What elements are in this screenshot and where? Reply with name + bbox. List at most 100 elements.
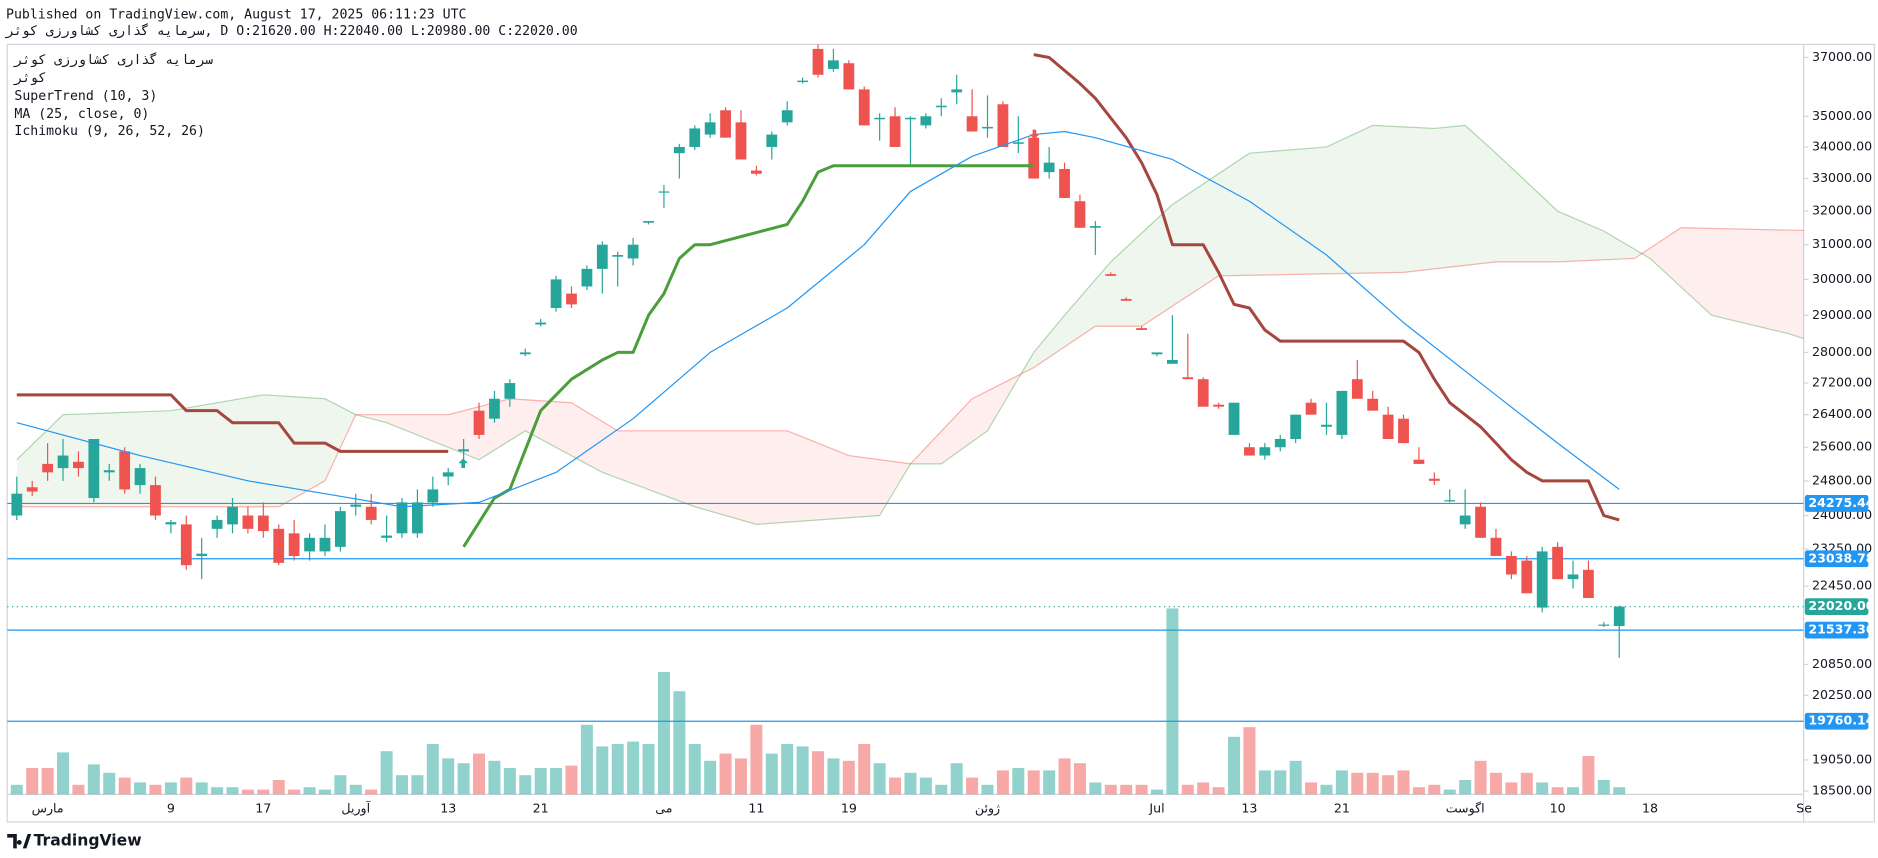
cloud-fill: [964, 398, 973, 448]
candle-body: [843, 63, 855, 90]
cloud-fill: [1634, 249, 1643, 259]
cloud-fill: [1534, 189, 1543, 262]
cloud-fill: [286, 396, 295, 503]
y-tick-label: 22450.00: [1812, 578, 1872, 593]
y-tick-label: 37000.00: [1812, 49, 1872, 64]
cloud-fill: [1511, 167, 1520, 262]
cloud-fill: [386, 414, 395, 426]
candle-body: [412, 502, 423, 534]
x-tick-label: 10: [1550, 800, 1566, 815]
candle-body: [119, 451, 131, 490]
x-tick-label: می: [655, 800, 672, 815]
candle-body: [1259, 447, 1271, 456]
cloud-fill: [70, 414, 79, 507]
cloud-fill: [725, 430, 734, 518]
candle-body: [704, 122, 716, 135]
candle-body: [365, 506, 377, 520]
cloud-fill: [1326, 143, 1335, 274]
volume-bar: [981, 784, 994, 795]
volume-bar: [565, 765, 578, 795]
cloud-fill: [1472, 132, 1481, 265]
volume-bar: [226, 787, 239, 795]
cloud-fill: [1673, 227, 1681, 287]
volume-bar: [1058, 758, 1071, 795]
cloud-fill: [933, 430, 942, 464]
cloud-fill: [1750, 229, 1758, 327]
cloud-fill: [1418, 127, 1427, 271]
volume-bar: [812, 751, 825, 795]
y-tick-label: 20850.00: [1812, 656, 1872, 671]
volume-bar: [611, 744, 624, 795]
volume-bar: [149, 784, 162, 795]
candle-body: [57, 455, 69, 469]
candle-body: [165, 522, 177, 525]
cloud-fill: [1395, 126, 1404, 273]
x-tick-label: آوریل: [341, 800, 370, 816]
cloud-fill: [794, 433, 803, 522]
cloud-fill: [394, 414, 402, 429]
volume-bar: [1520, 772, 1533, 795]
level-label-bg: [1804, 550, 1869, 568]
level-label-bg: [1804, 621, 1869, 639]
cloud-fill: [463, 408, 472, 457]
symbol-line: سرمایه گذاری کشاورزی کوثر, D O:21620.00 …: [4, 23, 578, 39]
cloud-fill: [648, 430, 657, 493]
legend: سرمایه گذاری کشاورزی کوثر کوثر SuperTren…: [12, 52, 213, 139]
candle-body: [1367, 398, 1379, 411]
candle-body: [1167, 359, 1178, 364]
cloud-fill: [548, 401, 557, 448]
cloud-fill: [756, 430, 765, 525]
cloud-fill: [1226, 163, 1235, 276]
cloud-fill: [1172, 199, 1181, 306]
cloud-fill: [32, 436, 40, 507]
cloud-fill: [1519, 174, 1527, 262]
candle-body: [134, 468, 146, 486]
cloud-fill: [186, 406, 194, 507]
cloud-fill: [1549, 203, 1558, 262]
candle-body: [1428, 478, 1440, 481]
cloud-fill: [1403, 126, 1412, 273]
candle-body: [396, 502, 408, 534]
volume-bar: [950, 763, 963, 795]
cloud-fill: [1095, 270, 1104, 327]
candle-body: [26, 487, 38, 492]
volume-bar: [318, 789, 331, 795]
candle-body: [1197, 379, 1209, 407]
level-label: 23038.78: [1808, 550, 1874, 565]
x-tick-label: 18: [1642, 800, 1658, 815]
y-tick-label: 30000.00: [1812, 271, 1872, 286]
volume-bar: [1043, 770, 1056, 795]
level-label-bg: [1804, 598, 1869, 616]
volume-bar: [1243, 727, 1256, 795]
candle-body: [1444, 500, 1456, 502]
candle-body: [211, 519, 223, 529]
cloud-fill: [1426, 128, 1435, 270]
volume-bar: [164, 782, 177, 795]
candle-body: [504, 383, 516, 399]
volume-bar: [457, 763, 470, 795]
cloud-fill: [1742, 229, 1751, 325]
candle-body: [42, 463, 54, 473]
legend-subtitle: کوثر: [12, 71, 46, 86]
level-label-bg: [1804, 495, 1869, 512]
volume-bar: [1197, 782, 1210, 795]
cloud-fill: [787, 430, 795, 523]
cloud-fill: [1580, 221, 1589, 261]
candle-body: [103, 470, 115, 473]
cloud-fill: [255, 394, 264, 507]
candle-body: [1228, 402, 1240, 435]
cloud-fill: [625, 430, 634, 484]
cloud-fill: [232, 398, 241, 507]
volume-bar: [550, 768, 563, 795]
cloud-fill: [1087, 279, 1096, 332]
cloud-fill: [1565, 214, 1574, 262]
candle-body: [273, 528, 285, 563]
volume-bar: [241, 789, 254, 795]
y-tick-label: 26400.00: [1812, 406, 1872, 421]
cloud-fill: [1388, 126, 1396, 273]
cloud-fill: [1488, 146, 1496, 263]
candle-body: [566, 293, 577, 305]
y-tick-label: 29000.00: [1812, 307, 1872, 322]
cloud-fill: [1349, 132, 1358, 274]
cloud-fill: [24, 444, 33, 507]
